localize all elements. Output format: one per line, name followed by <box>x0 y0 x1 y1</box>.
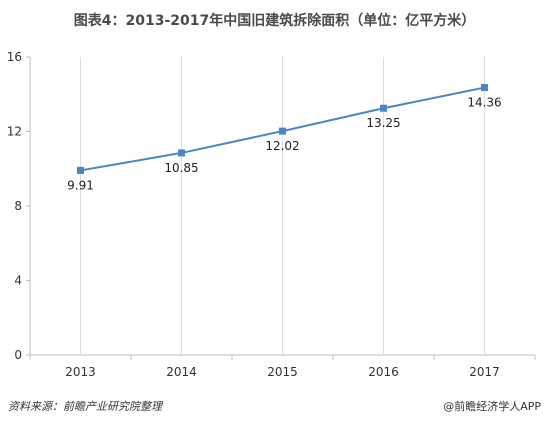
data-point <box>77 166 84 174</box>
data-point <box>178 149 185 157</box>
y-tick-label: 0 <box>14 348 22 362</box>
data-label: 12.02 <box>265 139 299 153</box>
x-tick-label: 2014 <box>166 365 197 379</box>
y-tick-label: 8 <box>14 199 22 213</box>
chart-title: 图表4：2013-2017年中国旧建筑拆除面积（单位：亿平方米） <box>73 13 476 29</box>
data-label: 9.91 <box>67 178 94 192</box>
source-note: 资料来源：前瞻产业研究院整理 <box>8 400 162 413</box>
brand-credit: @前瞻经济学人APP <box>443 400 541 413</box>
data-point <box>481 84 488 92</box>
data-point <box>380 104 387 112</box>
x-tick-label: 2017 <box>469 365 500 379</box>
y-tick-label: 16 <box>7 50 22 64</box>
data-label: 13.25 <box>366 116 400 130</box>
data-label: 10.85 <box>164 161 198 175</box>
data-label: 14.36 <box>467 96 501 110</box>
data-point <box>279 127 286 135</box>
y-tick-label: 12 <box>7 125 22 139</box>
y-tick-label: 4 <box>14 274 22 288</box>
x-tick-label: 2015 <box>267 365 298 379</box>
x-tick-label: 2016 <box>368 365 399 379</box>
x-tick-label: 2013 <box>65 365 96 379</box>
